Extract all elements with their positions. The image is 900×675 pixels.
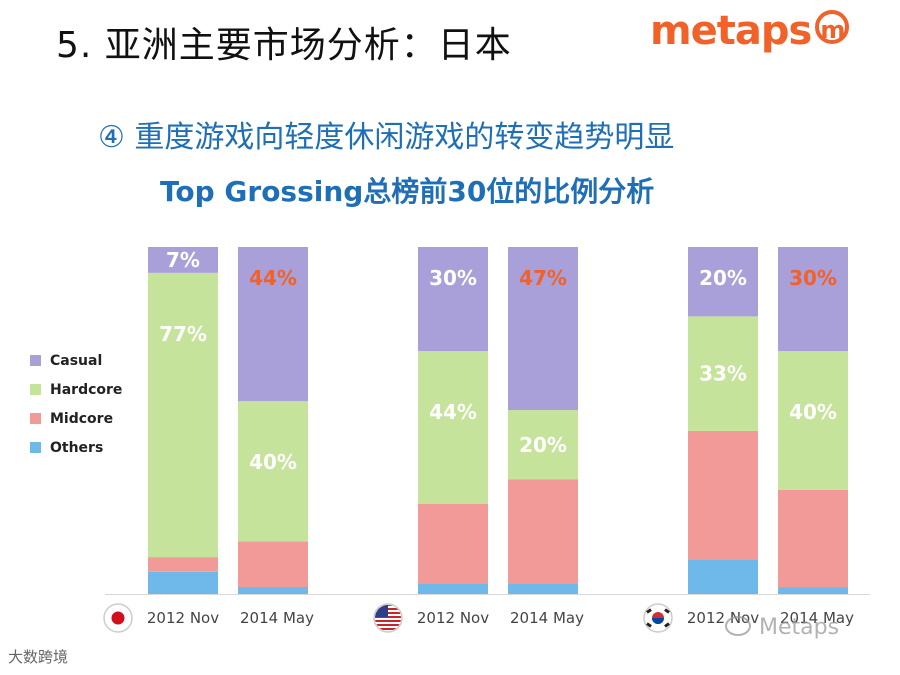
legend-swatch-hardcore bbox=[30, 384, 41, 395]
bar-segment-midcore-0-1 bbox=[238, 541, 308, 587]
category-label-1-1: 2014 May bbox=[510, 609, 584, 627]
legend-item-others: Others bbox=[30, 433, 122, 462]
watermark-right-text: Metaps bbox=[759, 615, 840, 640]
bar-segment-casual-2-1 bbox=[778, 247, 848, 352]
legend-item-casual: Casual bbox=[30, 346, 122, 375]
chart-legend: Casual Hardcore Midcore Others bbox=[30, 346, 122, 462]
data-label-casual-1-0: 30% bbox=[429, 266, 477, 290]
logo-mark-icon: m bbox=[815, 10, 850, 44]
logo-text: metaps bbox=[650, 8, 812, 54]
bar-segment-casual-1-1 bbox=[508, 247, 578, 411]
legend-label-midcore: Midcore bbox=[50, 410, 114, 427]
bar-segment-midcore-0-0 bbox=[148, 557, 218, 572]
data-label-hardcore-2-0: 33% bbox=[699, 362, 747, 386]
legend-swatch-midcore bbox=[30, 413, 41, 424]
subtitle-line-1: ④ 重度游戏向轻度休闲游戏的转变趋势明显 bbox=[98, 120, 675, 155]
data-label-casual-0-1: 44% bbox=[249, 266, 297, 290]
data-label-casual-2-1: 30% bbox=[789, 266, 837, 290]
category-label-2-1: 2014 May bbox=[780, 609, 854, 627]
data-label-hardcore-2-1: 40% bbox=[789, 400, 837, 424]
legend-label-casual: Casual bbox=[50, 352, 103, 369]
subtitle-line-2: Top Grossing总榜前30位的比例分析 bbox=[160, 175, 655, 208]
watermark-left-text: 大数跨境 bbox=[8, 648, 69, 666]
legend-item-midcore: Midcore bbox=[30, 404, 122, 433]
bar-segment-others-1-1 bbox=[508, 583, 578, 594]
bar-segment-hardcore-0-1 bbox=[238, 401, 308, 542]
bar-segment-others-2-0 bbox=[688, 559, 758, 594]
bar-segment-others-0-0 bbox=[148, 571, 218, 594]
data-label-hardcore-0-1: 40% bbox=[249, 450, 297, 474]
category-label-1-0: 2012 Nov bbox=[417, 609, 489, 627]
bar-segment-midcore-2-0 bbox=[688, 430, 758, 560]
bar-segment-others-1-0 bbox=[418, 583, 488, 594]
page-title: 5. 亚洲主要市场分析：日本 bbox=[56, 25, 512, 66]
category-label-0-1: 2014 May bbox=[240, 609, 314, 627]
bar-segment-others-0-1 bbox=[238, 586, 308, 594]
japan-flag-icon bbox=[103, 603, 133, 633]
watermark-left: 大数跨境 bbox=[8, 646, 68, 667]
data-label-casual-0-0: 7% bbox=[166, 248, 200, 272]
bar-segment-casual-0-0 bbox=[148, 247, 218, 273]
bar-segment-midcore-1-0 bbox=[418, 503, 488, 584]
bar-segment-midcore-2-1 bbox=[778, 489, 848, 588]
bar-segment-casual-0-1 bbox=[238, 247, 308, 402]
legend-label-hardcore: Hardcore bbox=[50, 381, 123, 398]
data-label-hardcore-1-1: 20% bbox=[519, 433, 567, 457]
korea-flag-icon bbox=[643, 603, 673, 633]
bar-segment-hardcore-0-0 bbox=[148, 272, 218, 558]
legend-swatch-casual bbox=[30, 355, 41, 366]
bar-segment-hardcore-1-1 bbox=[508, 410, 578, 480]
data-label-casual-1-1: 47% bbox=[519, 266, 567, 290]
legend-label-others: Others bbox=[50, 439, 104, 456]
group-united-states: 44% 30% 2012 Nov 20% 47% 2014 May bbox=[373, 247, 584, 633]
usa-flag-icon bbox=[373, 603, 403, 633]
category-label-0-0: 2012 Nov bbox=[147, 609, 219, 627]
bar-segment-hardcore-1-0 bbox=[418, 351, 488, 504]
bar-segment-hardcore-2-0 bbox=[688, 316, 758, 431]
group-japan: 77% 7% 2012 Nov 40% 44% 2014 May bbox=[103, 247, 314, 633]
legend-swatch-others bbox=[30, 442, 41, 453]
metaps-logo: metaps m bbox=[650, 8, 850, 54]
data-label-hardcore-1-0: 44% bbox=[429, 400, 477, 424]
bar-segment-hardcore-2-1 bbox=[778, 351, 848, 490]
legend-item-hardcore: Hardcore bbox=[30, 375, 122, 404]
watermark-right: Metaps bbox=[725, 615, 839, 640]
wechat-icon bbox=[725, 616, 751, 636]
data-label-hardcore-0-0: 77% bbox=[159, 322, 207, 346]
bar-segment-others-2-1 bbox=[778, 587, 848, 594]
bar-segment-midcore-1-1 bbox=[508, 479, 578, 584]
bar-segment-casual-1-0 bbox=[418, 247, 488, 352]
data-label-casual-2-0: 20% bbox=[699, 266, 747, 290]
bar-segment-casual-2-0 bbox=[688, 247, 758, 317]
